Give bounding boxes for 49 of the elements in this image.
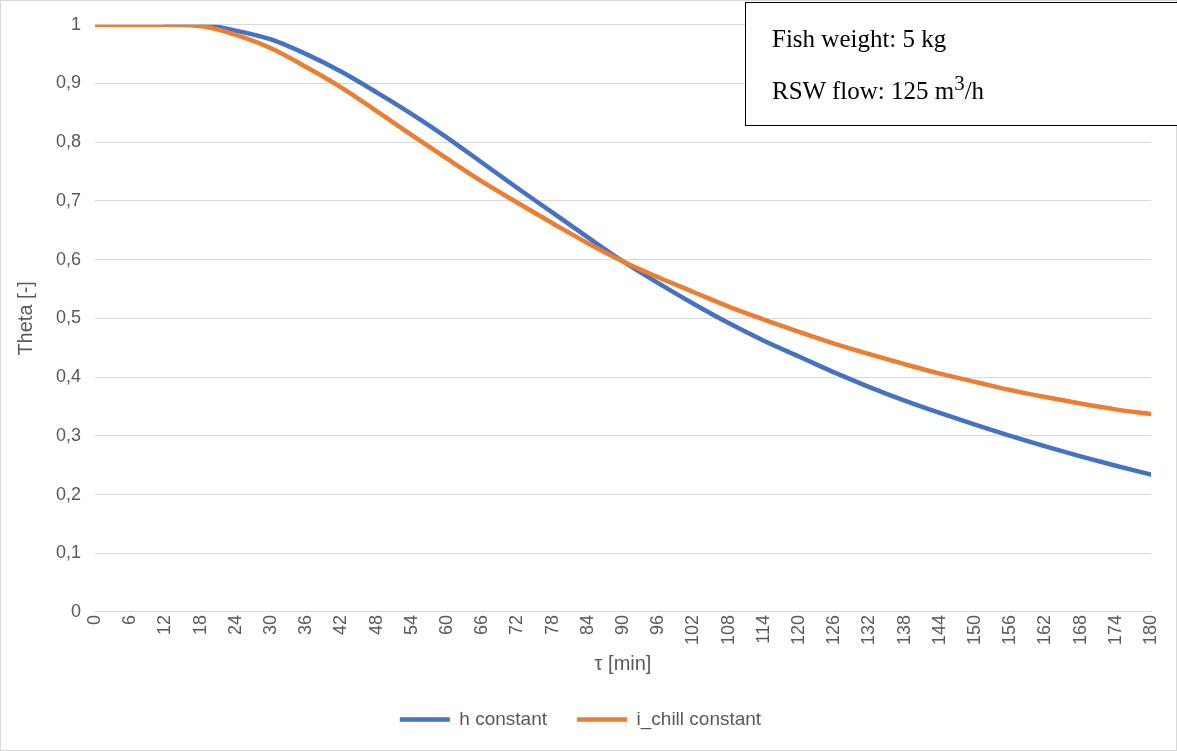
line-series: [95, 24, 1151, 417]
x-tick-label: 12: [154, 614, 175, 635]
x-tick-label: 6: [119, 614, 140, 625]
x-tick-label: 60: [435, 614, 456, 635]
y-tick-label: 0,8: [55, 131, 82, 152]
legend-label: i_chill constant: [636, 707, 762, 730]
x-tick-label: 66: [471, 614, 492, 635]
x-tick-label: 144: [928, 614, 949, 646]
y-tick-label: 0,7: [55, 189, 82, 210]
x-tick-label: 156: [999, 614, 1020, 646]
y-tick-label: 0,9: [55, 72, 82, 93]
y-tick-label: 0,4: [55, 366, 82, 387]
x-tick-label: 48: [365, 614, 386, 635]
y-tick-label: 1: [71, 13, 82, 34]
x-tick-label: 96: [647, 614, 668, 635]
x-tick-label: 36: [295, 614, 316, 635]
x-tick-label: 180: [1139, 614, 1160, 646]
x-tick-label: 108: [717, 614, 738, 646]
x-tick-label: 120: [787, 614, 808, 646]
x-tick-label: 42: [330, 614, 351, 635]
x-tick-label: 84: [576, 614, 597, 635]
x-tick-label: 138: [893, 614, 914, 646]
x-tick-label: 102: [682, 614, 703, 646]
x-tick-label: 18: [189, 614, 210, 635]
x-tick-label: 54: [400, 614, 421, 635]
y-axis-title: Theta [-]: [13, 281, 36, 356]
x-tick-label: 72: [506, 614, 527, 635]
x-tick-label: 132: [858, 614, 879, 646]
legend-label: h constant: [459, 707, 548, 729]
x-tick-label: 90: [611, 614, 632, 635]
x-tick-label: 30: [259, 614, 280, 635]
x-tick-label: 126: [823, 614, 844, 646]
annotation: RSW flow: 125 m$^{3}$/h: [772, 70, 986, 107]
y-tick-label: 0,2: [55, 483, 82, 504]
x-tick-label: 0: [83, 614, 104, 625]
text-box: Fish weight: 5 kg RSW flow: 125 m$^{3}$/h: [745, 2, 1177, 127]
x-tick-label: 150: [963, 614, 984, 646]
y-tick-label: 0,6: [55, 248, 82, 269]
y-tick-label: 0,3: [55, 424, 82, 445]
x-tick-label: 78: [541, 614, 562, 635]
y-tick-label: 0,5: [55, 307, 82, 328]
annotation: Fish weight: 5 kg: [772, 24, 948, 54]
x-tick-label: 162: [1034, 614, 1055, 646]
x-tick-label: 24: [224, 614, 245, 635]
x-axis-title: τ [min]: [594, 651, 652, 674]
x-tick-label: 168: [1069, 614, 1090, 646]
x-tick-label: 114: [752, 614, 773, 644]
x-tick-label: 174: [1104, 614, 1125, 646]
y-tick-label: 0,1: [55, 542, 82, 563]
